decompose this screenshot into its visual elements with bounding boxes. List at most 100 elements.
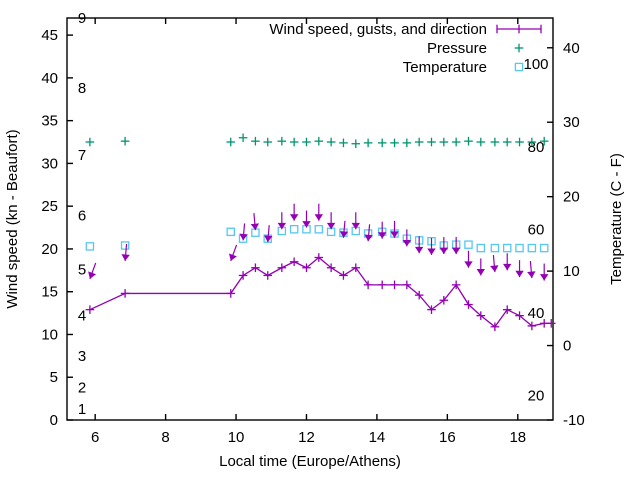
x-tick-label: 14 — [369, 429, 386, 446]
wind-direction-arrow — [527, 261, 536, 279]
wind-speed-point — [351, 263, 361, 273]
temperature-point — [502, 243, 512, 253]
x-tick-label: 10 — [228, 429, 245, 446]
temperature-point — [515, 243, 524, 253]
temperature-point — [226, 227, 236, 237]
x-axis-ticks: 6 8 10 12 14 16 18 — [91, 18, 526, 446]
pressure-point — [490, 137, 500, 147]
beaufort-label: 7 — [78, 147, 86, 164]
beaufort-scale-labels: 1 2 3 4 5 6 7 8 9 — [78, 10, 86, 418]
pressure-point — [226, 137, 236, 147]
wind-direction-arrow — [377, 221, 387, 239]
y-left-tick-label: 40 — [41, 70, 58, 87]
fahrenheit-label: 40 — [528, 305, 545, 322]
y-right-axis-ticks: -10 0 10 20 30 40 — [547, 40, 585, 429]
legend-marker-0 — [496, 24, 542, 34]
wind-speed-point — [85, 305, 95, 314]
wind-speed-point — [439, 295, 449, 305]
x-tick-label: 12 — [298, 429, 315, 446]
wind-speed-point — [502, 305, 512, 314]
temperature-point — [263, 234, 272, 243]
wind-speed-series — [85, 253, 556, 332]
wind-speed-point — [226, 289, 236, 298]
wind-direction-arrow — [476, 258, 486, 276]
wind-direction-arrow — [121, 243, 130, 261]
pressure-series — [85, 133, 549, 149]
pressure-point — [363, 138, 373, 148]
temperature-point — [85, 242, 95, 251]
pressure-point — [277, 136, 287, 146]
wind-direction-arrow — [314, 203, 324, 221]
chart-legend: Wind speed, gusts, and direction Pressure… — [269, 21, 542, 76]
legend-label-1: Pressure — [427, 40, 487, 57]
wind-speed-point — [326, 263, 336, 273]
x-tick-label: 18 — [509, 429, 526, 446]
wind-direction-arrow — [402, 229, 412, 247]
pressure-point — [251, 136, 260, 146]
pressure-point — [120, 136, 130, 146]
fahrenheit-label: 60 — [528, 221, 545, 238]
wind-speed-point — [277, 263, 287, 273]
pressure-point — [439, 137, 449, 147]
wind-speed-point — [314, 253, 324, 262]
y-right-tick-label: 10 — [563, 263, 580, 280]
pressure-point — [464, 136, 473, 146]
temperature-point — [289, 225, 299, 234]
y-left-axis-title: Wind speed (kn - Beaufort) — [4, 129, 21, 308]
y-left-tick-label: 15 — [41, 284, 58, 301]
wind-direction-arrow — [264, 225, 273, 243]
y-right-tick-label: 0 — [563, 338, 571, 355]
beaufort-label: 4 — [78, 308, 86, 325]
fahrenheit-label: 20 — [528, 387, 545, 404]
legend-marker-1 — [514, 43, 524, 53]
beaufort-label: 6 — [78, 208, 86, 225]
y-left-tick-label: 45 — [41, 27, 58, 44]
x-axis-title: Local time (Europe/Athens) — [219, 453, 401, 470]
wind-speed-point — [546, 319, 556, 328]
beaufort-label: 9 — [78, 10, 86, 27]
wind-direction-arrow — [515, 260, 524, 278]
wind-speed-point — [263, 271, 273, 280]
temperature-point — [539, 243, 549, 253]
pressure-point — [390, 138, 399, 148]
y-left-tick-label: 20 — [41, 241, 58, 258]
pressure-point — [427, 137, 436, 147]
beaufort-label: 1 — [78, 401, 86, 418]
x-tick-label: 8 — [161, 429, 169, 446]
y-right-axis-title: Temperature (C - F) — [608, 153, 625, 285]
temperature-point — [314, 225, 324, 234]
y-right-tick-label: 20 — [563, 189, 580, 206]
wind-direction-arrow — [414, 236, 424, 254]
wind-speed-point — [289, 257, 299, 267]
wind-direction-arrow — [464, 250, 473, 268]
wind-direction-arrow — [503, 253, 512, 271]
y-left-axis-ticks: 0 5 10 15 20 25 30 35 40 45 — [41, 27, 73, 429]
y-left-tick-label: 5 — [50, 369, 58, 386]
pressure-point — [263, 137, 273, 147]
beaufort-label: 3 — [78, 348, 86, 365]
wind-direction-arrow — [277, 212, 287, 230]
pressure-point — [476, 137, 486, 147]
pressure-point — [502, 137, 512, 147]
wind-speed-point — [120, 289, 130, 298]
pressure-point — [414, 137, 424, 147]
y-left-tick-label: 0 — [50, 412, 58, 429]
legend-marker-2 — [514, 62, 524, 72]
wind-speed-point — [390, 280, 399, 290]
plot-frame — [66, 17, 554, 421]
wind-direction-arrow — [539, 263, 549, 281]
legend-label-2: Temperature — [403, 59, 487, 76]
beaufort-label: 2 — [78, 379, 86, 396]
y-left-tick-label: 10 — [41, 326, 58, 343]
beaufort-label: 5 — [78, 261, 86, 278]
pressure-point — [377, 138, 387, 148]
wind-speed-point — [402, 280, 412, 290]
temperature-point — [464, 240, 473, 249]
wind-speed-point — [476, 311, 486, 320]
plot-border — [66, 17, 554, 421]
wind-speed-point — [427, 305, 436, 314]
pressure-point — [351, 139, 361, 149]
wind-direction-arrows — [88, 203, 549, 281]
